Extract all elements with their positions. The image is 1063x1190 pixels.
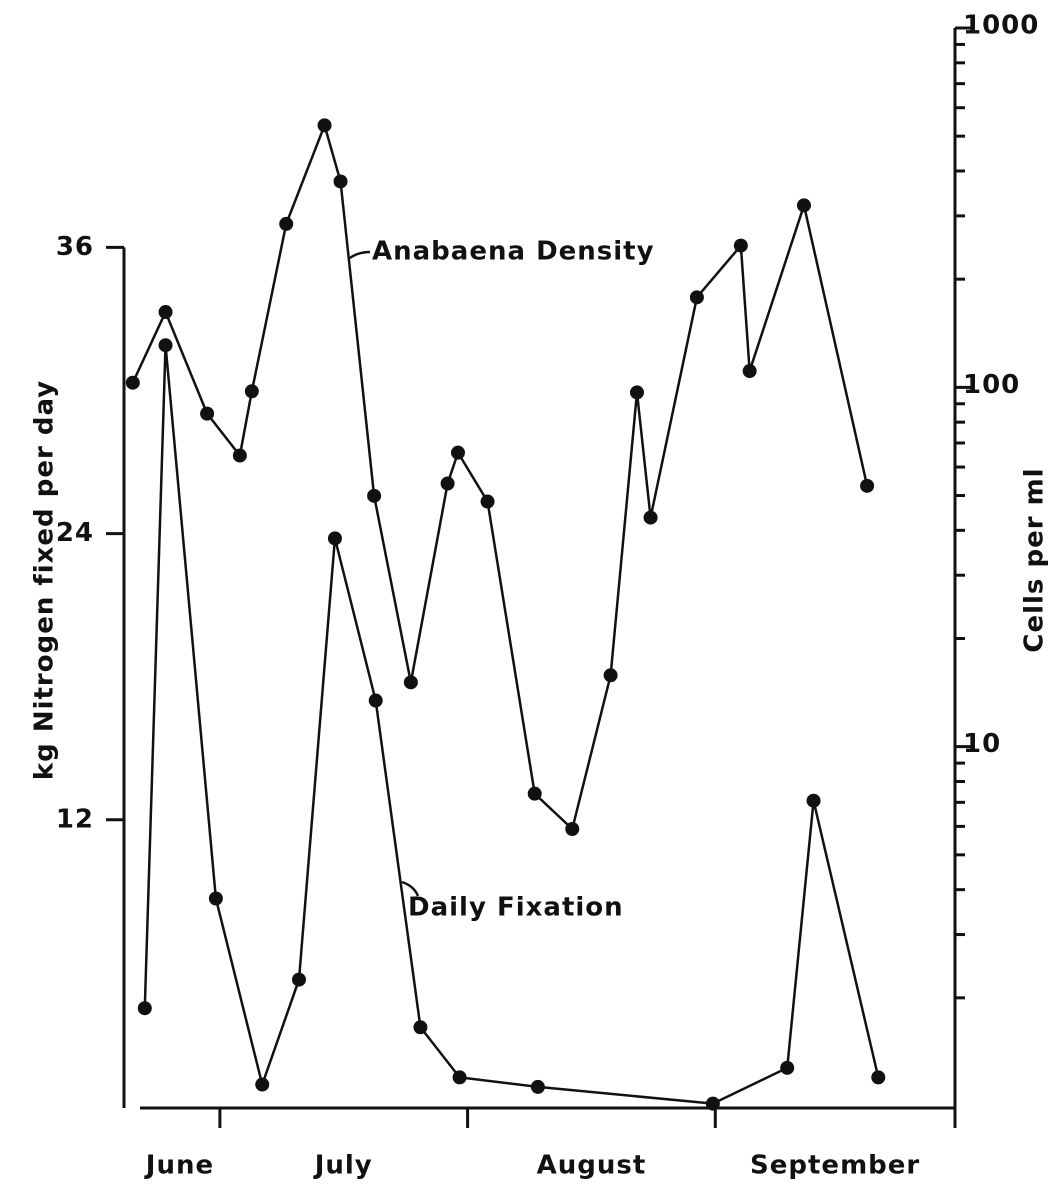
marker [333,174,348,189]
marker [480,494,495,509]
marker [232,448,247,463]
marker [530,1079,545,1094]
marker [603,668,618,683]
y-tick-label: 12 [56,804,94,834]
x-month-label: September [750,1151,920,1181]
marker [450,445,465,460]
marker [291,972,306,987]
y2-tick-label: 1000 [963,11,1039,41]
marker [742,364,757,379]
marker [527,786,542,801]
series-line [131,121,869,832]
y2-axis-label: Cells per ml [1020,467,1050,652]
x-month-label: July [313,1151,373,1181]
marker [629,385,644,400]
marker [565,822,580,837]
series-label: Anabaena Density [372,237,655,267]
marker [440,476,455,491]
marker [317,118,332,133]
marker [158,338,173,353]
marker [780,1060,795,1075]
marker [137,1001,152,1016]
marker [244,384,259,399]
y-axis-label: kg Nitrogen fixed per day [30,380,60,780]
marker [452,1070,467,1085]
marker [643,510,658,525]
marker [733,238,748,253]
marker [403,675,418,690]
marker [368,693,383,708]
marker [279,216,294,231]
marker [796,198,811,213]
marker [413,1020,428,1035]
y2-tick-label: 100 [963,370,1020,400]
x-month-label: August [537,1151,647,1181]
marker [255,1077,270,1092]
marker [208,891,223,906]
marker [158,305,173,320]
label-pointer [401,880,420,897]
marker [367,488,382,503]
marker [689,290,704,305]
marker [806,793,821,808]
x-month-label: June [144,1151,214,1181]
y2-tick-label: 10 [963,729,1001,759]
marker [871,1070,886,1085]
marker [200,406,215,421]
marker [860,478,875,493]
marker [327,531,342,546]
y-tick-label: 24 [56,518,94,548]
marker [125,375,140,390]
series-line [143,345,880,1105]
series-label: Daily Fixation [408,893,624,923]
marker [705,1096,720,1111]
label-pointer [349,250,371,260]
y-tick-label: 36 [56,232,94,262]
